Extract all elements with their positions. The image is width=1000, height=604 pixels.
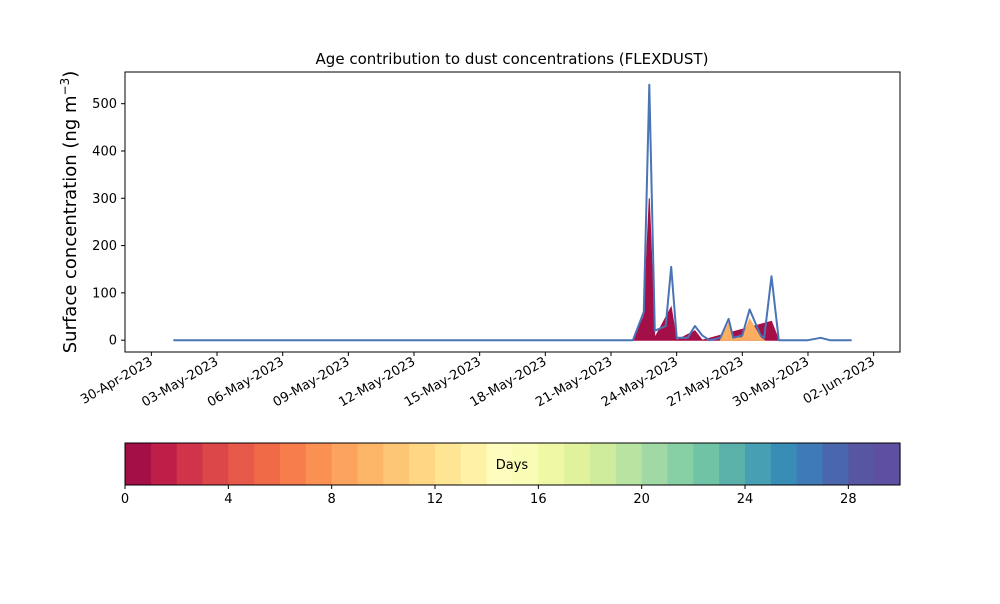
colorbar-tick-label-7: 28 bbox=[840, 492, 857, 507]
colorbar-swatch-6 bbox=[280, 443, 307, 485]
colorbar-swatch-29 bbox=[874, 443, 901, 485]
colorbar-swatch-18 bbox=[590, 443, 617, 485]
y-axis-label-exponent: −3 bbox=[58, 78, 72, 96]
plot-area: 010020030040050030-Apr-202303-May-202306… bbox=[78, 71, 901, 410]
colorbar-tick-label-6: 24 bbox=[737, 492, 754, 507]
colorbar-swatch-3 bbox=[202, 443, 229, 485]
colorbar-tick-label-1: 4 bbox=[224, 492, 232, 507]
colorbar-tick-label-3: 12 bbox=[427, 492, 444, 507]
colorbar-label: Days bbox=[496, 458, 529, 473]
colorbar-tick-label-0: 0 bbox=[121, 492, 129, 507]
colorbar-swatch-23 bbox=[719, 443, 746, 485]
colorbar-swatch-11 bbox=[409, 443, 436, 485]
y-axis-label: Surface concentration (ng m−3) bbox=[58, 71, 81, 354]
colorbar-tick-label-2: 8 bbox=[328, 492, 336, 507]
colorbar-swatch-9 bbox=[357, 443, 384, 485]
colorbar-swatch-12 bbox=[435, 443, 462, 485]
colorbar-swatch-25 bbox=[770, 443, 798, 485]
plot-frame bbox=[124, 71, 901, 353]
y-tick-label-1: 100 bbox=[92, 286, 117, 301]
colorbar-swatch-16 bbox=[538, 443, 565, 485]
colorbar-swatch-0 bbox=[125, 443, 152, 485]
colorbar-swatch-19 bbox=[615, 443, 643, 485]
y-tick-label-4: 400 bbox=[92, 144, 117, 159]
colorbar-swatch-20 bbox=[641, 443, 669, 485]
y-tick-label-2: 200 bbox=[92, 239, 117, 254]
y-axis-label-text: Surface concentration (ng m bbox=[60, 95, 81, 353]
colorbar-tick-label-4: 16 bbox=[530, 492, 547, 507]
colorbar-swatch-2 bbox=[176, 443, 204, 485]
colorbar-swatch-7 bbox=[305, 443, 333, 485]
y-axis-label-close: ) bbox=[60, 71, 81, 78]
colorbar-swatch-22 bbox=[693, 443, 720, 485]
colorbar-swatch-13 bbox=[460, 443, 488, 485]
colorbar-swatch-17 bbox=[564, 443, 591, 485]
colorbar: 0 4 8 12 16 20 24 28 bbox=[121, 442, 901, 507]
x-tick-label-11: 02-Jun-2023 bbox=[801, 354, 878, 407]
colorbar-swatch-10 bbox=[383, 443, 410, 485]
colorbar-swatch-4 bbox=[228, 443, 255, 485]
colorbar-swatch-28 bbox=[848, 443, 875, 485]
colorbar-swatch-8 bbox=[331, 443, 359, 485]
colorbar-swatch-24 bbox=[745, 443, 772, 485]
colorbar-swatch-26 bbox=[796, 443, 824, 485]
colorbar-swatch-27 bbox=[822, 443, 849, 485]
colorbar-swatch-15 bbox=[512, 443, 539, 485]
series-line-total bbox=[173, 83, 852, 342]
colorbar-swatch-14 bbox=[486, 443, 514, 485]
chart-title: Age contribution to dust concentrations … bbox=[316, 50, 709, 68]
colorbar-frame bbox=[124, 442, 901, 486]
y-tick-label-5: 500 bbox=[92, 97, 117, 112]
y-tick-label-3: 300 bbox=[92, 192, 117, 207]
colorbar-swatch-5 bbox=[254, 443, 281, 485]
y-tick-label-0: 0 bbox=[109, 334, 117, 349]
colorbar-swatch-21 bbox=[667, 443, 694, 485]
colorbar-swatch-1 bbox=[150, 443, 178, 485]
area-band-0 bbox=[632, 198, 780, 341]
colorbar-tick-label-5: 20 bbox=[633, 492, 650, 507]
